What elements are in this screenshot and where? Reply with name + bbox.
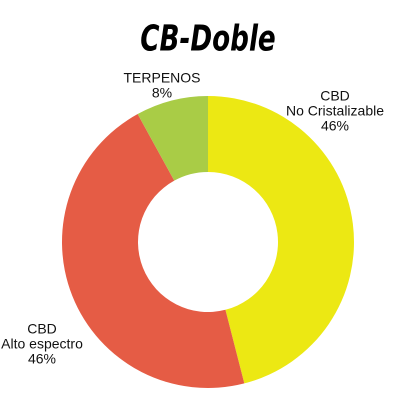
chart-title: CB-Doble: [140, 19, 275, 60]
slice-label: Alto espectro: [1, 336, 83, 352]
value-label: 46%: [28, 351, 56, 367]
donut-slice: [208, 95, 355, 384]
slice-label: CBD: [27, 321, 57, 337]
donut-slice: [137, 96, 208, 181]
slice-label: CBD: [320, 88, 350, 104]
slice-label: TERPENOS: [123, 70, 200, 86]
value-label: 46%: [321, 118, 349, 134]
donut-slice: [61, 114, 245, 388]
slice-label: No Cristalizable: [286, 103, 384, 119]
value-label: 8%: [152, 85, 172, 101]
